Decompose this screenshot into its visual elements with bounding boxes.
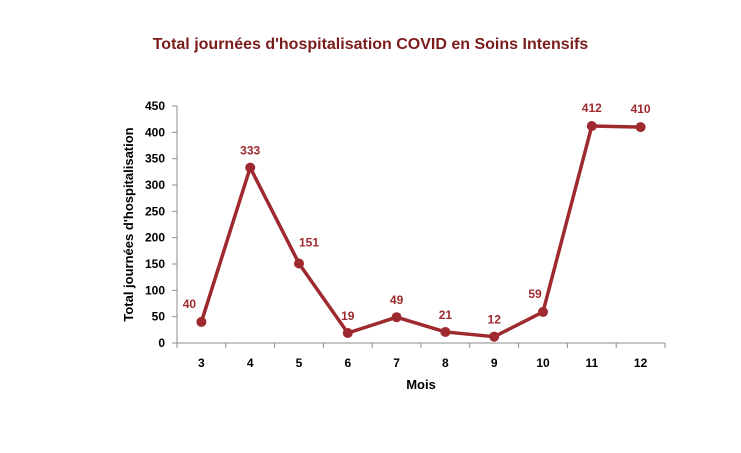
data-label: 59	[528, 287, 542, 301]
data-point	[391, 312, 402, 323]
y-tick-label: 300	[145, 178, 165, 192]
chart-title: Total journées d'hospitalisation COVID e…	[152, 36, 589, 53]
x-axis-title: Mois	[406, 377, 436, 392]
x-tick-label: 6	[344, 356, 351, 370]
axes	[172, 105, 666, 348]
x-tick-label: 10	[536, 356, 550, 370]
x-tick-label: 8	[442, 356, 449, 370]
x-tick-label: 5	[296, 356, 303, 370]
data-point	[245, 162, 256, 173]
data-point	[538, 306, 548, 317]
data-label: 151	[299, 235, 319, 249]
y-tick-label: 100	[145, 283, 165, 297]
x-tick-label: 9	[491, 356, 498, 370]
y-tick-label: 50	[152, 310, 166, 324]
data-label: 12	[488, 313, 502, 327]
x-tick-label: 7	[393, 356, 400, 370]
data-label: 49	[390, 293, 404, 307]
x-tick-label: 11	[585, 356, 598, 370]
data-point	[342, 327, 353, 338]
y-tick-label: 200	[145, 231, 165, 245]
x-tick-label: 12	[634, 356, 648, 370]
tick-labels: 0 50 100 150 200 250 300 350 400 450 3 4 5 6 7 8 9 10 11 12	[145, 99, 648, 370]
data-label: 333	[240, 144, 260, 158]
data-point	[635, 122, 646, 133]
series-line	[199, 124, 641, 339]
y-tick-label: 350	[145, 152, 165, 166]
data-label: 21	[439, 308, 453, 322]
data-point	[440, 326, 451, 337]
data-labels: 40 333 151 19 49 21 12 59 412 410	[183, 101, 651, 327]
y-tick-label: 150	[145, 257, 165, 271]
series-group	[196, 121, 646, 342]
data-point	[586, 121, 597, 132]
y-tick-label: 0	[158, 336, 165, 350]
data-label: 412	[582, 101, 602, 115]
data-point	[294, 258, 304, 269]
data-point	[489, 331, 500, 342]
data-label: 410	[631, 102, 651, 116]
data-label: 19	[341, 309, 355, 323]
y-axis-title: Total journées d'hospitalisation	[121, 127, 136, 321]
data-label: 40	[183, 297, 197, 311]
x-tick-label: 3	[198, 356, 205, 370]
y-tick-label: 250	[145, 204, 165, 218]
x-tick-label: 4	[247, 356, 254, 370]
y-tick-label: 450	[145, 99, 165, 113]
data-point	[196, 316, 207, 327]
y-tick-label: 400	[145, 125, 165, 139]
